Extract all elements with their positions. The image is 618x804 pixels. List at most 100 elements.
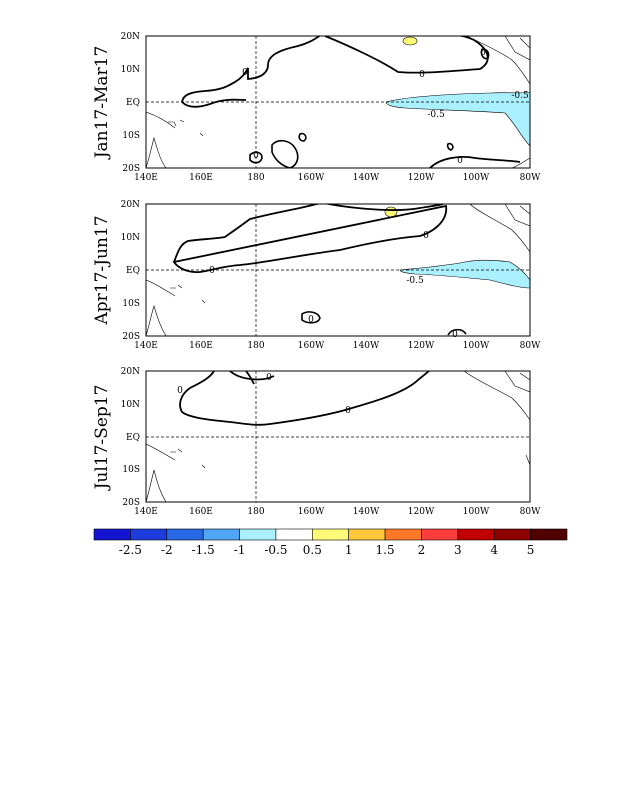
panel-3-frame: [145, 370, 531, 503]
y-tick-label: 20S: [122, 164, 140, 174]
y-tick-label: 20S: [122, 498, 140, 508]
x-tick-label: 180: [247, 341, 264, 351]
colorbar-label: 2: [418, 543, 426, 557]
x-tick-label: 140W: [353, 341, 380, 351]
colorbar-label: 1.5: [376, 543, 395, 557]
y-tick-label: 10N: [121, 233, 140, 243]
x-tick-label: 140W: [353, 507, 380, 517]
contour-label: 0: [423, 231, 429, 241]
coastline: [146, 204, 530, 336]
x-tick-label: 140E: [134, 507, 158, 517]
x-axis-ticks: 140E 160E 180 160W 140W 120W 100W 80W: [134, 173, 541, 183]
panel-2-frame: [145, 203, 531, 337]
colorbar-swatch: [312, 528, 349, 541]
contour-label: 0: [266, 373, 272, 383]
contour-label: 0: [419, 70, 425, 80]
x-tick-label: 80W: [520, 507, 541, 517]
colorbar-swatch: [457, 528, 495, 541]
colorbar-swatch: [130, 528, 168, 541]
contour-label: 0: [457, 156, 463, 166]
contour-label: -0.5: [406, 276, 424, 286]
x-axis-ticks: 140E 160E 180 160W 140W 120W 100W 80W: [134, 507, 541, 517]
x-tick-label: 160W: [298, 341, 325, 351]
positive-anomaly-shading: [402, 36, 418, 46]
y-tick-label: EQ: [126, 266, 140, 276]
colorbar-label: -2.5: [119, 543, 142, 557]
x-tick-label: 180: [247, 173, 264, 183]
zero-contour-blobs: [301, 311, 467, 336]
y-tick-label: 10S: [122, 299, 140, 309]
y-tick-label: 20N: [121, 32, 140, 42]
colorbar-swatch: [384, 528, 422, 541]
y-axis-ticks: 20N 10N EQ 10S 20S: [121, 367, 140, 508]
colorbar-swatch: [275, 528, 313, 541]
x-tick-label: 140W: [353, 173, 380, 183]
contour-label: 0: [345, 406, 351, 416]
x-tick-label: 80W: [520, 341, 541, 351]
panel-label: Jul17-Sep17: [92, 385, 112, 492]
x-tick-label: 160E: [189, 341, 213, 351]
contour-label: 0: [308, 315, 314, 325]
colorbar-labels: -2.5 -2 -1.5 -1 -0.5 0.5 1 1.5 2 3 4 5: [119, 543, 535, 557]
colorbar-label: -1.5: [192, 543, 215, 557]
colorbar-label: -0.5: [264, 543, 287, 557]
colorbar-swatch: [493, 528, 531, 541]
x-tick-label: 120W: [408, 507, 435, 517]
x-tick-label: 160W: [298, 507, 325, 517]
x-tick-label: 120W: [408, 341, 435, 351]
zero-contour: [179, 371, 431, 426]
colorbar-boxes: [93, 528, 568, 541]
y-tick-label: 20N: [121, 367, 140, 377]
colorbar-label: 1: [345, 543, 353, 557]
colorbar-swatch: [93, 528, 131, 541]
contour-labels: 0 0 0: [177, 373, 351, 416]
positive-anomaly-shading: [384, 206, 398, 218]
x-tick-label: 140E: [134, 341, 158, 351]
contour-label: 0: [253, 151, 259, 161]
zero-contour-lower: [181, 98, 521, 168]
colorbar-label: -2: [161, 543, 173, 557]
panel-1: 0 0 0 0 0 -0.5 -0.5 20N 10N EQ 10S 20S 1…: [92, 32, 541, 183]
contour-label: 0: [177, 386, 183, 396]
coastline: [146, 371, 530, 502]
x-tick-label: 160E: [189, 507, 213, 517]
x-tick-label: 100W: [463, 507, 490, 517]
panel-2: 0 0 0 0 -0.5 20N 10N EQ 10S 20S 140E 160…: [92, 200, 541, 351]
negative-anomaly-shading: [385, 91, 530, 147]
contour-label: -0.5: [427, 110, 445, 120]
y-tick-label: 10N: [121, 65, 140, 75]
contour-label: 0: [209, 266, 215, 276]
y-axis-ticks: 20N 10N EQ 10S 20S: [121, 200, 140, 342]
panel-label: Jan17-Mar17: [92, 46, 112, 161]
contour-labels: 0 0 0 0 0 -0.5 -0.5: [242, 48, 529, 166]
colorbar-label: 4: [490, 543, 498, 557]
contour-label: -0.5: [511, 91, 529, 101]
colorbar-swatch: [530, 528, 568, 541]
x-tick-label: 80W: [520, 173, 541, 183]
zero-contour-blobs: [249, 48, 490, 168]
contour-label: 0: [480, 48, 486, 58]
x-tick-label: 160E: [189, 173, 213, 183]
colorbar-swatch: [202, 528, 240, 541]
x-tick-label: 140E: [134, 173, 158, 183]
x-axis-ticks: 140E 160E 180 160W 140W 120W 100W 80W: [134, 341, 541, 351]
y-tick-label: 10S: [122, 465, 140, 475]
panel-3: 0 0 0 20N 10N EQ 10S 20S 140E 160E 180 1…: [92, 367, 541, 517]
panel-1-frame: [145, 35, 531, 169]
panel-label: Apr17-Jun17: [92, 215, 112, 325]
colorbar-swatch: [239, 528, 277, 541]
y-axis-ticks: 20N 10N EQ 10S 20S: [121, 32, 140, 174]
y-tick-label: 10S: [122, 131, 140, 141]
colorbar-label: 0.5: [303, 543, 322, 557]
contour-labels: 0 0 0 0 -0.5: [209, 231, 458, 340]
negative-anomaly-shading: [399, 259, 530, 289]
colorbar-label: -1: [234, 543, 246, 557]
y-tick-label: EQ: [126, 433, 140, 443]
y-tick-label: 20N: [121, 200, 140, 210]
zero-contour: [181, 36, 489, 103]
coastline: [146, 36, 530, 168]
colorbar: -2.5 -2 -1.5 -1 -0.5 0.5 1 1.5 2 3 4 5: [93, 528, 568, 557]
x-tick-label: 180: [247, 507, 264, 517]
